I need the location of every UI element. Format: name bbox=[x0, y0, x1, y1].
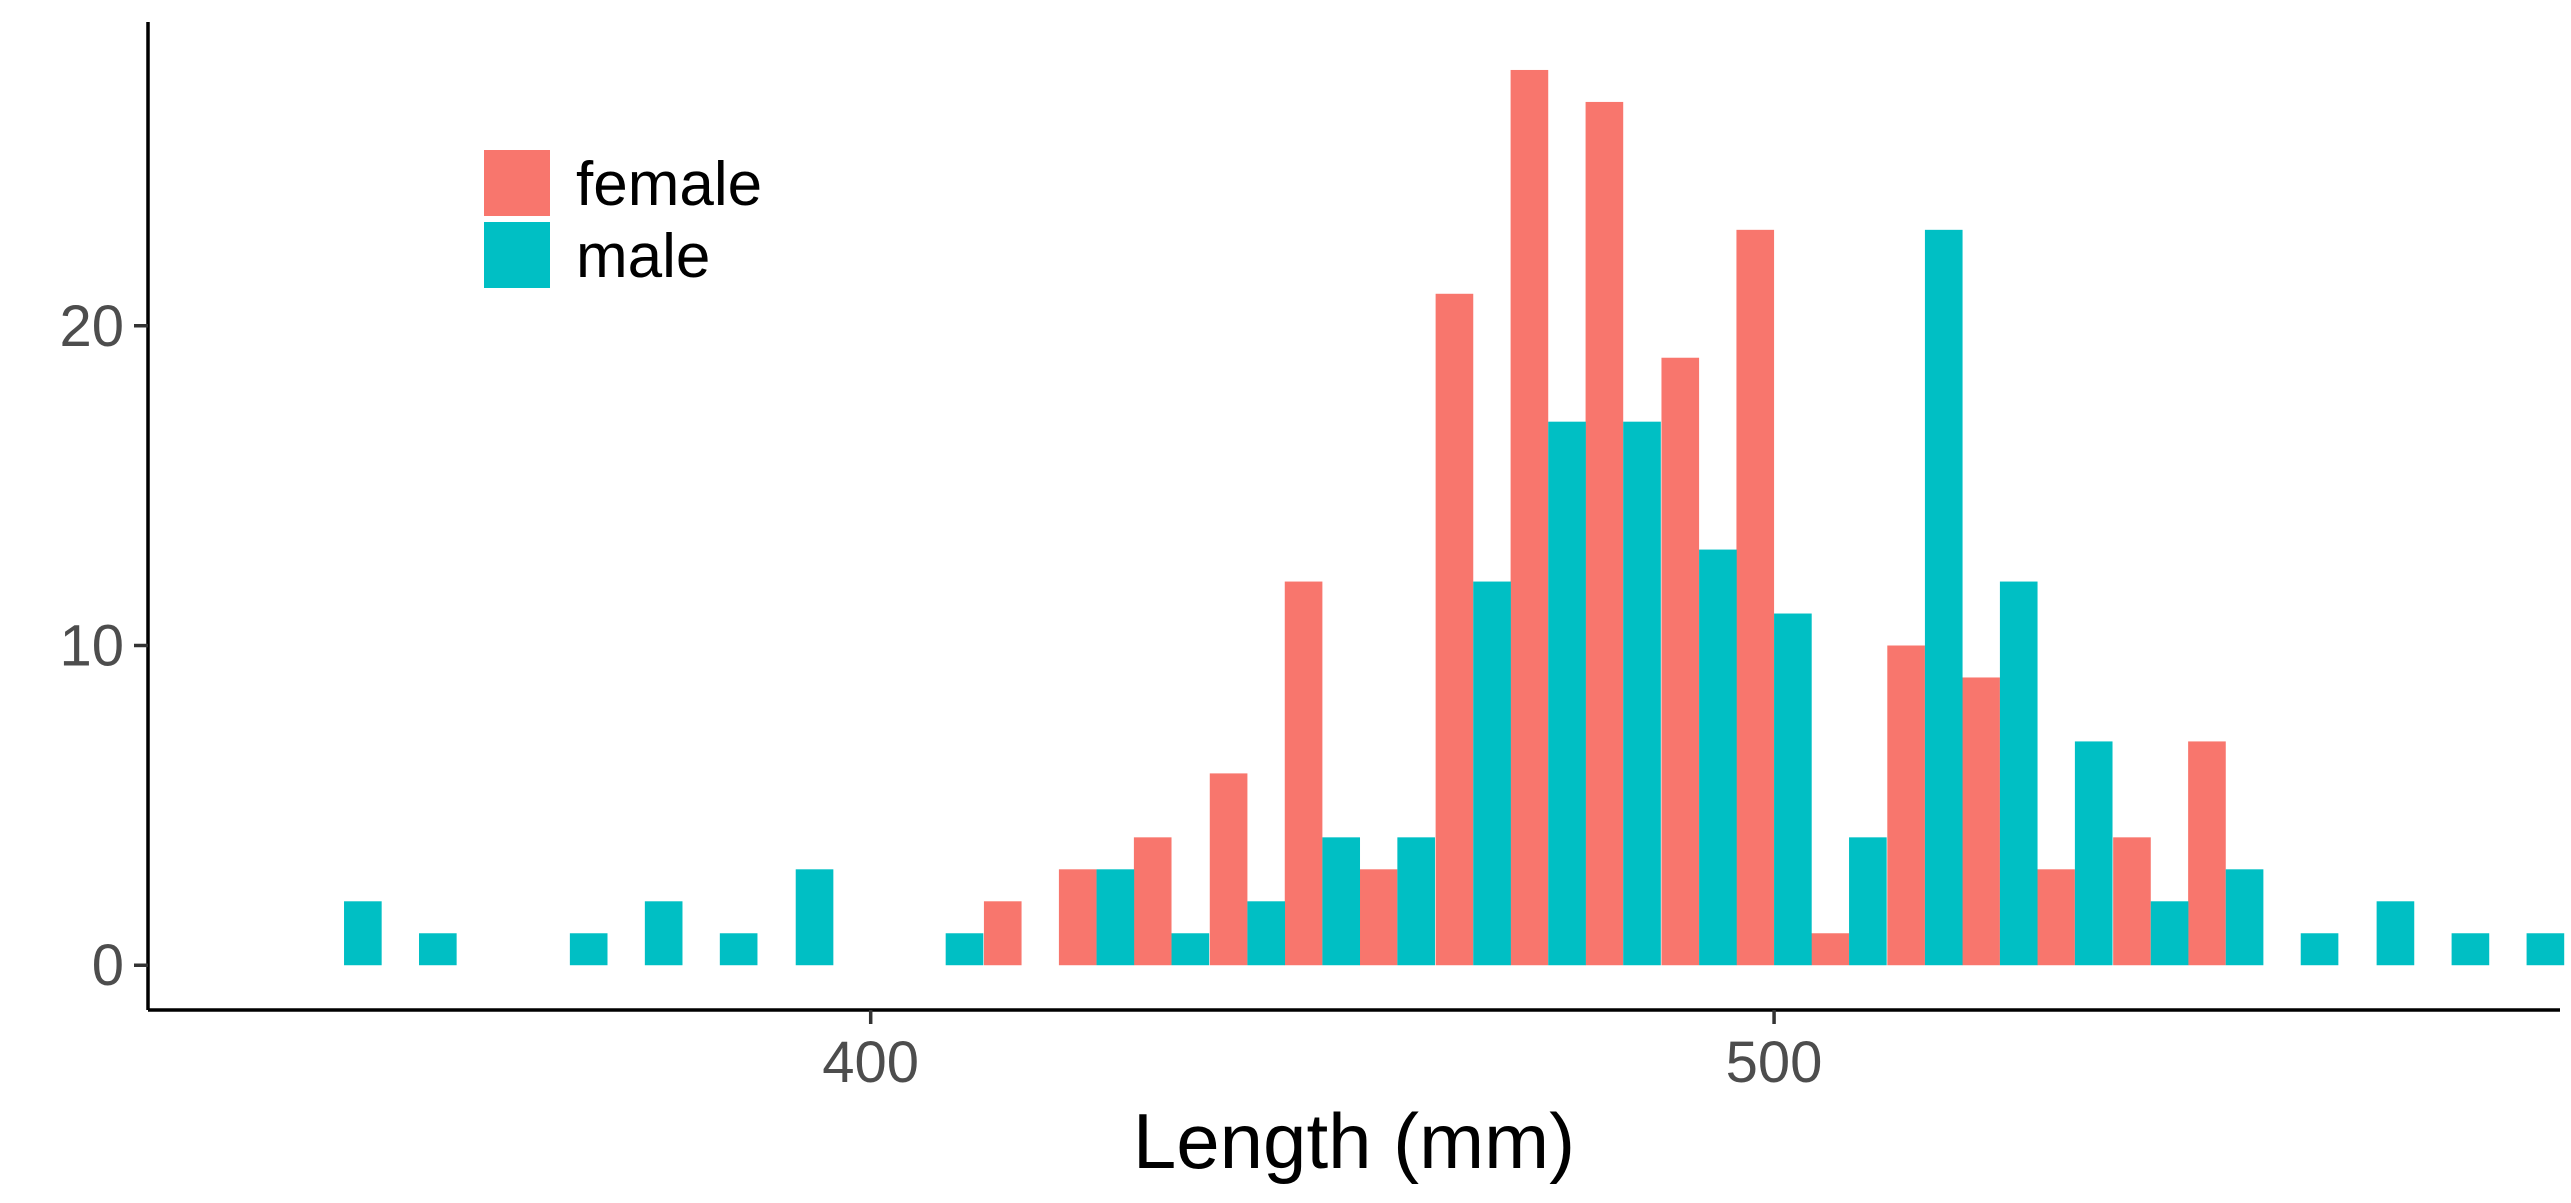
bar-male-366.7 bbox=[569, 933, 608, 966]
bar-male-383.3 bbox=[719, 933, 758, 966]
bar-female-541.7 bbox=[2113, 837, 2151, 966]
bar-female-425 bbox=[1058, 869, 1097, 966]
bar-male-541.7 bbox=[2150, 901, 2189, 966]
y-tick-label: 0 bbox=[92, 933, 124, 998]
bar-male-575 bbox=[2451, 933, 2490, 966]
bar-female-508.3 bbox=[1811, 933, 1850, 966]
bar-female-475 bbox=[1510, 69, 1549, 966]
bar-male-508.3 bbox=[1849, 837, 1887, 966]
bar-female-450 bbox=[1284, 581, 1323, 966]
bar-male-475 bbox=[1548, 421, 1586, 966]
bar-male-441.7 bbox=[1247, 901, 1286, 966]
bar-male-516.7 bbox=[1924, 229, 1963, 966]
bar-male-550 bbox=[2225, 869, 2264, 966]
bar-female-491.7 bbox=[1661, 357, 1700, 966]
bar-male-491.7 bbox=[1699, 549, 1737, 966]
bar-male-391.7 bbox=[795, 869, 834, 966]
bar-male-350 bbox=[419, 933, 457, 966]
x-tick-label: 400 bbox=[822, 1030, 919, 1095]
bars-layer bbox=[344, 69, 2565, 966]
bar-male-525 bbox=[1999, 581, 2038, 966]
bar-female-483.3 bbox=[1585, 101, 1624, 966]
bar-male-583.3 bbox=[2526, 933, 2565, 966]
bar-male-450 bbox=[1322, 837, 1361, 966]
y-tick-label: 10 bbox=[59, 613, 124, 678]
bar-male-408.3 bbox=[945, 933, 984, 966]
bar-female-516.7 bbox=[1887, 645, 1925, 966]
legend-label-male: male bbox=[576, 222, 710, 291]
bar-female-416.7 bbox=[983, 901, 1022, 966]
legend-item-male: male bbox=[484, 222, 710, 291]
bar-female-525 bbox=[1962, 677, 2000, 966]
y-tick-label: 20 bbox=[59, 294, 124, 359]
bar-female-458.3 bbox=[1359, 869, 1398, 966]
bar-male-425 bbox=[1096, 869, 1135, 966]
bar-male-533.3 bbox=[2074, 741, 2113, 966]
bar-female-466.7 bbox=[1435, 293, 1474, 966]
bar-female-500 bbox=[1736, 229, 1775, 966]
x-tick-label: 500 bbox=[1726, 1030, 1823, 1095]
bar-female-550 bbox=[2188, 741, 2226, 966]
bar-female-533.3 bbox=[2037, 869, 2075, 966]
legend-item-female: female bbox=[484, 150, 762, 219]
legend-key-male bbox=[484, 222, 550, 288]
bar-male-566.7 bbox=[2376, 901, 2415, 966]
bar-male-483.3 bbox=[1623, 421, 1661, 966]
axes-layer bbox=[146, 22, 2560, 1012]
bar-female-441.7 bbox=[1209, 773, 1248, 966]
bar-male-558.3 bbox=[2300, 933, 2339, 966]
legend-label-female: female bbox=[576, 150, 762, 219]
bar-male-458.3 bbox=[1397, 837, 1435, 966]
bar-male-500 bbox=[1774, 613, 1812, 966]
ticks-layer: 400 500 0 10 20 bbox=[59, 294, 1822, 1095]
bar-female-433.3 bbox=[1133, 837, 1172, 966]
x-axis-title: Length (mm) bbox=[1133, 1097, 1575, 1185]
legend-key-female bbox=[484, 150, 550, 216]
bar-male-466.7 bbox=[1473, 581, 1511, 966]
bar-male-375 bbox=[644, 901, 683, 966]
bar-male-433.3 bbox=[1171, 933, 1210, 966]
bar-male-341.7 bbox=[344, 901, 382, 966]
